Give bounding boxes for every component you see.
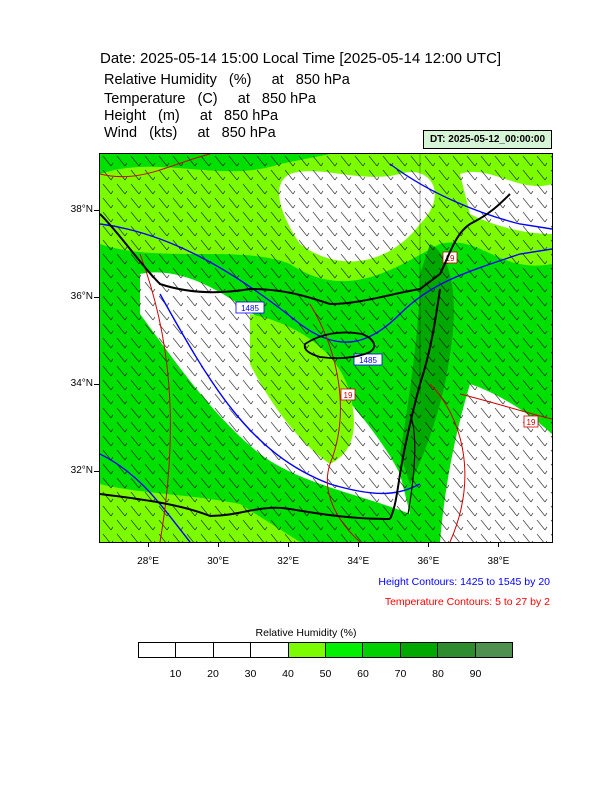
plot-title: Date: 2025-05-14 15:00 Local Time [2025-… <box>100 50 502 67</box>
temp-contour-west <box>139 253 171 542</box>
temp-contour-central <box>309 303 361 542</box>
colorbar-label: 60 <box>357 668 369 680</box>
lon-tick <box>148 542 150 547</box>
colorbar-segment <box>363 643 401 657</box>
colorbar-label: 40 <box>282 668 294 680</box>
lat-tick <box>94 296 99 298</box>
lat-tick <box>94 209 99 211</box>
lon-label: 28°E <box>137 556 159 567</box>
colorbar-label: 30 <box>244 668 257 680</box>
colorbar-segment <box>438 643 476 657</box>
colorbar-label: 70 <box>394 668 407 680</box>
colorbar-segment <box>288 643 327 657</box>
colorbar-segment <box>400 643 439 657</box>
wind-barbs <box>100 154 552 542</box>
height-label-2: 1485 <box>359 356 377 365</box>
colorbar-segment <box>326 643 364 657</box>
colorbar-segment <box>475 643 513 657</box>
temp-label-box-3 <box>523 415 539 428</box>
colorbar-title: Relative Humidity (%) <box>255 627 357 639</box>
colorbar-segment <box>176 643 214 657</box>
lon-label: 34°E <box>347 556 370 567</box>
lon-tick <box>358 542 360 547</box>
lon-label: 38°E <box>487 556 510 567</box>
height-label-1: 1485 <box>241 304 259 313</box>
lon-tick <box>288 542 290 547</box>
temperature-contour-note: Temperature Contours: 5 to 27 by 2 <box>384 596 550 608</box>
lat-label: 32°N <box>70 465 93 477</box>
colorbar-label: 10 <box>169 668 182 680</box>
lon-tick <box>218 542 220 547</box>
temp-label-1: 19 <box>344 391 353 400</box>
height-contour-south <box>159 293 421 495</box>
field-wind-label: Wind (kts) at 850 hPa <box>104 125 276 141</box>
colorbar-label: 20 <box>207 668 219 680</box>
height-label-box-2 <box>353 353 383 366</box>
temp-contour-north <box>100 154 211 178</box>
temp-label-box-1 <box>340 388 356 401</box>
height-contour-southwest <box>100 453 191 542</box>
coastline-egypt <box>100 493 391 520</box>
lon-tick <box>428 542 430 547</box>
colorbar-label: 90 <box>469 668 482 680</box>
temp-label-2: 19 <box>446 254 455 263</box>
lat-label: 38°N <box>70 203 93 215</box>
colorbar <box>138 642 513 658</box>
map-panel: 1485 1485 19 19 19 <box>99 153 553 543</box>
colorbar-segment <box>251 643 289 657</box>
island-cyprus <box>303 331 375 360</box>
lon-label: 36°E <box>417 556 440 567</box>
colorbar-segment <box>139 643 177 657</box>
lat-tick <box>94 471 99 473</box>
lon-label: 30°E <box>207 556 230 567</box>
height-label-box-1 <box>235 301 265 314</box>
field-rh-label: Relative Humidity (%) at 850 hPa <box>104 72 350 88</box>
height-contour-1485 <box>100 223 552 343</box>
colorbar-label: 50 <box>319 668 332 680</box>
lon-label: 32°E <box>277 556 300 567</box>
lat-label: 34°N <box>70 378 93 390</box>
lon-tick <box>498 542 500 547</box>
map-canvas: 1485 1485 19 19 19 <box>100 154 552 542</box>
temp-contour-east <box>429 383 466 542</box>
coastline-levant <box>389 288 441 520</box>
lat-tick <box>94 384 99 386</box>
temp-contour-east-2 <box>459 393 552 420</box>
field-height-label: Height (m) at 850 hPa <box>104 108 279 124</box>
colorbar-segment <box>213 643 252 657</box>
coastline-turkey <box>100 193 511 306</box>
field-temperature-label: Temperature (C) at 850 hPa <box>104 91 316 107</box>
temp-label-3: 19 <box>527 418 536 427</box>
colorbar-label: 80 <box>432 668 444 680</box>
height-contour-north <box>389 163 552 230</box>
init-time-box: DT: 2025-05-12_00:00:00 <box>423 130 552 149</box>
border-line <box>407 413 416 515</box>
lat-label: 36°N <box>70 290 93 302</box>
height-contour-note: Height Contours: 1425 to 1545 by 20 <box>378 576 550 588</box>
